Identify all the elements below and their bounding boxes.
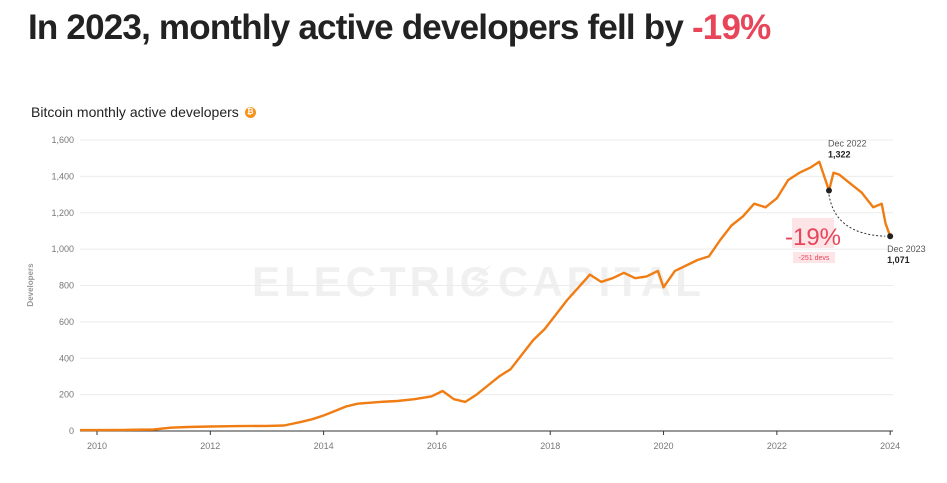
x-tick-label: 2014 bbox=[314, 441, 334, 451]
y-tick-label: 0 bbox=[69, 426, 74, 436]
marker-dec-2023 bbox=[887, 233, 894, 240]
annotation-dec-2023-date: Dec 2023 bbox=[887, 244, 926, 254]
x-tick-label: 2012 bbox=[200, 441, 220, 451]
change-devs-box bbox=[793, 252, 835, 263]
chart-title-text: Bitcoin monthly active developers bbox=[31, 104, 239, 120]
marker-dec-2022 bbox=[825, 187, 832, 194]
x-tick-label: 2024 bbox=[880, 441, 900, 451]
y-axis-label: Developers bbox=[26, 263, 35, 307]
y-tick-label: 600 bbox=[59, 317, 74, 327]
headline-text: In 2023, monthly active developers fell … bbox=[28, 8, 692, 47]
x-axis: 2010 2012 2014 2016 2018 2020 2022 2024 bbox=[87, 431, 900, 451]
x-tick-label: 2016 bbox=[427, 441, 447, 451]
change-percentage: -19% bbox=[785, 224, 841, 251]
annotation-dec-2023-value: 1,071 bbox=[887, 255, 910, 265]
bitcoin-icon: ₿ bbox=[244, 106, 256, 118]
x-tick-label: 2022 bbox=[767, 441, 787, 451]
watermark-bolt: ⚡ bbox=[465, 258, 499, 305]
change-devs: -251 devs bbox=[799, 255, 830, 262]
x-tick-label: 2020 bbox=[654, 441, 674, 451]
y-tick-label: 1,200 bbox=[51, 208, 74, 218]
series-line bbox=[80, 160, 892, 432]
change-box bbox=[792, 218, 834, 248]
chart-title: Bitcoin monthly active developers ₿ bbox=[31, 104, 256, 120]
headline: In 2023, monthly active developers fell … bbox=[28, 8, 771, 48]
y-tick-label: 200 bbox=[59, 390, 74, 400]
y-tick-label: 800 bbox=[59, 281, 74, 291]
y-tick-label: 1,400 bbox=[51, 171, 74, 181]
y-tick-label: 1,600 bbox=[51, 135, 74, 145]
y-tick-label: 400 bbox=[59, 353, 74, 363]
annotation-dec-2022-date: Dec 2022 bbox=[828, 139, 867, 149]
x-tick-label: 2018 bbox=[540, 441, 560, 451]
y-tick-label: 1,000 bbox=[51, 244, 74, 254]
headline-percentage: -19% bbox=[691, 8, 771, 47]
y-axis: 0 200 400 600 800 1,000 1,200 1,400 1,600 bbox=[51, 135, 74, 436]
x-tick-label: 2010 bbox=[87, 441, 107, 451]
grid-lines bbox=[80, 139, 893, 432]
annotation-dec-2022-value: 1,322 bbox=[828, 150, 851, 160]
watermark-left: ELECTRIC bbox=[252, 258, 494, 305]
